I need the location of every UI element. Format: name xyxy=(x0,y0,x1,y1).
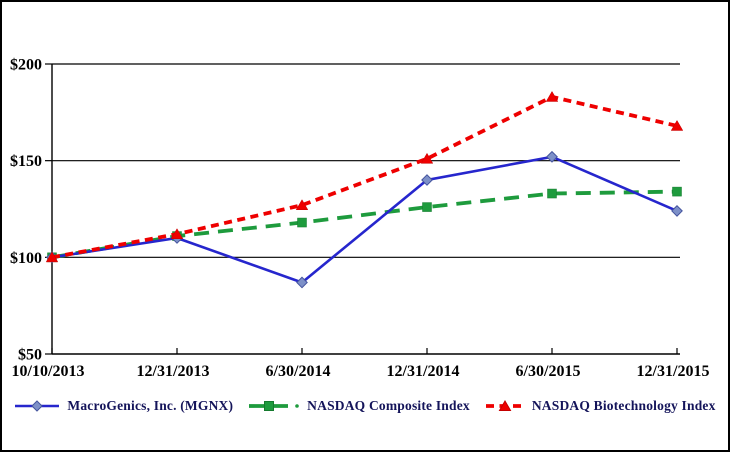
legend-item-nasdaq-biotech: NASDAQ Biotechnology Index xyxy=(485,398,716,414)
series-marker-nasdaq-composite xyxy=(672,186,682,197)
legend-label-nasdaq-biotech: NASDAQ Biotechnology Index xyxy=(531,398,716,413)
legend-sample-marker xyxy=(264,401,275,411)
y-axis-label: $50 xyxy=(18,347,42,364)
series-marker-nasdaq-composite xyxy=(422,202,432,212)
legend-sample-marker xyxy=(498,400,512,411)
series-marker-macrogenics xyxy=(546,150,558,163)
y-axis-label: $150 xyxy=(10,153,42,170)
x-axis-label: 12/31/2013 xyxy=(137,363,210,380)
series-marker-macrogenics xyxy=(296,276,308,289)
series-marker-macrogenics xyxy=(421,174,433,186)
legend-sample-dot xyxy=(295,404,299,408)
series-marker-nasdaq-composite xyxy=(297,217,307,228)
plot-area: $50 $100 $150 $200 10/10/2013 12/31/2013 6/30/… xyxy=(10,57,710,381)
x-axis-label: 6/30/2014 xyxy=(266,363,331,380)
series-line-nasdaq-composite xyxy=(51,189,678,260)
x-axis-label: 6/30/2015 xyxy=(516,363,581,380)
legend-item-macrogenics: MacroGenics, Inc. (MGNX) xyxy=(14,398,233,414)
series-marker-nasdaq-biotech xyxy=(420,152,434,164)
legend-sample-marker xyxy=(31,400,44,412)
series-line-nasdaq-biotech xyxy=(51,94,678,260)
legend-label-nasdaq-composite: NASDAQ Composite Index xyxy=(307,398,470,413)
y-axis-label: $100 xyxy=(10,250,42,267)
chart-legend: MacroGenics, Inc. (MGNX) NASDAQ Composit… xyxy=(2,398,728,414)
x-axis-label: 10/10/2013 xyxy=(12,363,85,380)
series-marker-nasdaq-composite xyxy=(547,188,557,199)
series-marker-nasdaq-biotech xyxy=(45,251,59,263)
series-marker-nasdaq-biotech xyxy=(545,90,559,102)
x-axis-label: 12/31/2015 xyxy=(637,363,710,380)
series-marker-nasdaq-biotech xyxy=(670,119,684,131)
legend-line-sample-nasdaq-biotech xyxy=(485,400,524,411)
series-marker-macrogenics xyxy=(671,205,683,217)
legend-item-nasdaq-composite: NASDAQ Composite Index xyxy=(248,398,470,414)
series-marker-nasdaq-biotech xyxy=(295,199,309,210)
series-marker-nasdaq-biotech xyxy=(170,228,184,239)
legend-label-macrogenics: MacroGenics, Inc. (MGNX) xyxy=(67,398,234,413)
legend-line-sample-macrogenics xyxy=(15,400,60,412)
series-line-macrogenics xyxy=(51,155,678,284)
legend-line-sample-nasdaq-composite xyxy=(249,401,299,411)
y-axis-label: $200 xyxy=(10,57,42,74)
x-axis-label: 12/31/2014 xyxy=(387,363,460,380)
